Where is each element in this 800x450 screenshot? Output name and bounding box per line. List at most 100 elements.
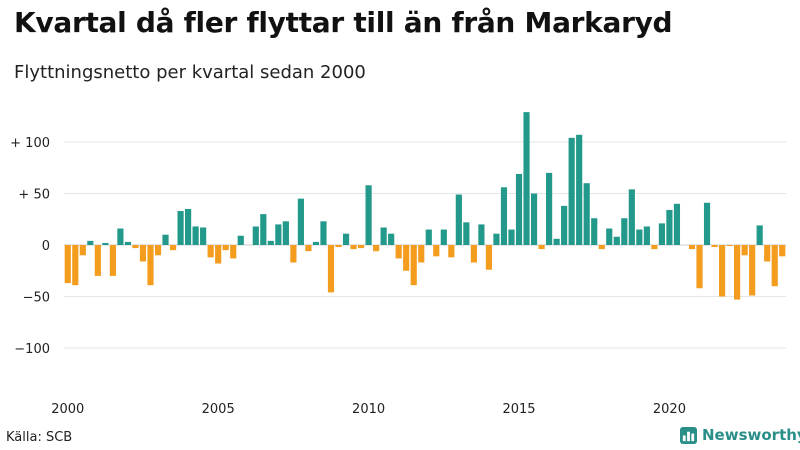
bar (72, 245, 79, 286)
newsworthy-logo-icon (680, 426, 697, 444)
bar (237, 235, 244, 245)
bar (388, 233, 395, 245)
bar (282, 221, 289, 245)
bar (403, 245, 410, 271)
bar (162, 234, 169, 245)
chart-subtitle: Flyttningsnetto per kvartal sedan 2000 (14, 62, 366, 83)
brand-name: Newsworthy (702, 426, 800, 444)
bar (335, 245, 342, 248)
bar (741, 245, 748, 256)
bar (132, 245, 139, 249)
bar (568, 137, 575, 245)
bar (455, 194, 462, 245)
bar (553, 238, 560, 245)
bar (252, 226, 259, 245)
bar (673, 203, 681, 245)
bar (703, 202, 711, 245)
bar (410, 245, 417, 286)
bar (139, 245, 147, 262)
bar (425, 229, 432, 245)
bar (373, 245, 380, 252)
bar (102, 242, 109, 245)
bar (561, 205, 568, 245)
source-note: Källa: SCB (6, 430, 73, 445)
bar (207, 245, 214, 258)
bar (230, 245, 237, 259)
bar (395, 245, 402, 259)
y-tick-label: + 50 (18, 188, 50, 203)
bar (147, 245, 154, 286)
bar (636, 229, 643, 245)
bar (350, 245, 357, 250)
bar (109, 245, 116, 276)
bar (643, 226, 650, 245)
y-tick-label: + 100 (10, 136, 50, 151)
bar (297, 198, 304, 245)
bar (726, 245, 733, 247)
bar (380, 227, 387, 245)
x-tick-label: 2005 (202, 402, 235, 417)
bar (275, 224, 282, 245)
bar (357, 245, 365, 249)
bar (613, 236, 620, 245)
bar (598, 245, 605, 250)
bar (64, 245, 71, 284)
bar (327, 245, 335, 293)
bar (764, 245, 771, 262)
x-tick-label: 2000 (51, 402, 84, 417)
bar (418, 245, 425, 263)
newsworthy-logo: Newsworthy (680, 426, 800, 444)
bar (749, 245, 756, 296)
bar (267, 240, 274, 245)
bar (79, 245, 86, 256)
chart-title: Kvartal då fler flyttar till än från Mar… (14, 6, 673, 39)
bar (523, 112, 530, 245)
x-tick-label: 2020 (653, 402, 686, 417)
bar (591, 218, 598, 245)
bar (628, 189, 635, 245)
bar (94, 245, 101, 276)
bar (711, 245, 718, 248)
x-tick-label: 2015 (502, 402, 535, 417)
bar (538, 245, 545, 250)
bar (448, 245, 455, 258)
bar (260, 214, 267, 245)
bar (320, 221, 327, 245)
bar (606, 228, 613, 245)
bar (470, 245, 477, 263)
bar (546, 172, 553, 245)
bar (621, 218, 628, 245)
bar (651, 245, 658, 250)
bar (222, 245, 229, 251)
bar (312, 241, 320, 245)
bar (154, 245, 162, 256)
bar (177, 211, 184, 245)
bar (583, 183, 590, 245)
bar (508, 229, 515, 245)
y-tick-label: −100 (14, 342, 50, 357)
bar (440, 229, 447, 245)
bar (117, 228, 124, 245)
bar (515, 173, 523, 245)
bar (734, 245, 741, 300)
bar (696, 245, 703, 289)
x-tick-label: 2010 (352, 402, 385, 417)
bar (124, 241, 132, 245)
bar (169, 245, 177, 251)
bar (305, 245, 312, 252)
bar (530, 193, 538, 245)
bar (463, 222, 470, 245)
bar (658, 223, 665, 245)
bar (342, 233, 350, 245)
bar (779, 245, 786, 257)
bar (433, 245, 440, 257)
bar (688, 245, 696, 250)
bar (500, 187, 508, 245)
bar-chart: + 100 + 50 0 −50 −100 2000 2005 2010 2015 2020 (10, 112, 786, 417)
bar (200, 227, 207, 245)
bar (215, 245, 222, 264)
bar (485, 245, 493, 270)
bar (478, 224, 485, 245)
bar (493, 233, 500, 245)
bar (718, 245, 726, 297)
